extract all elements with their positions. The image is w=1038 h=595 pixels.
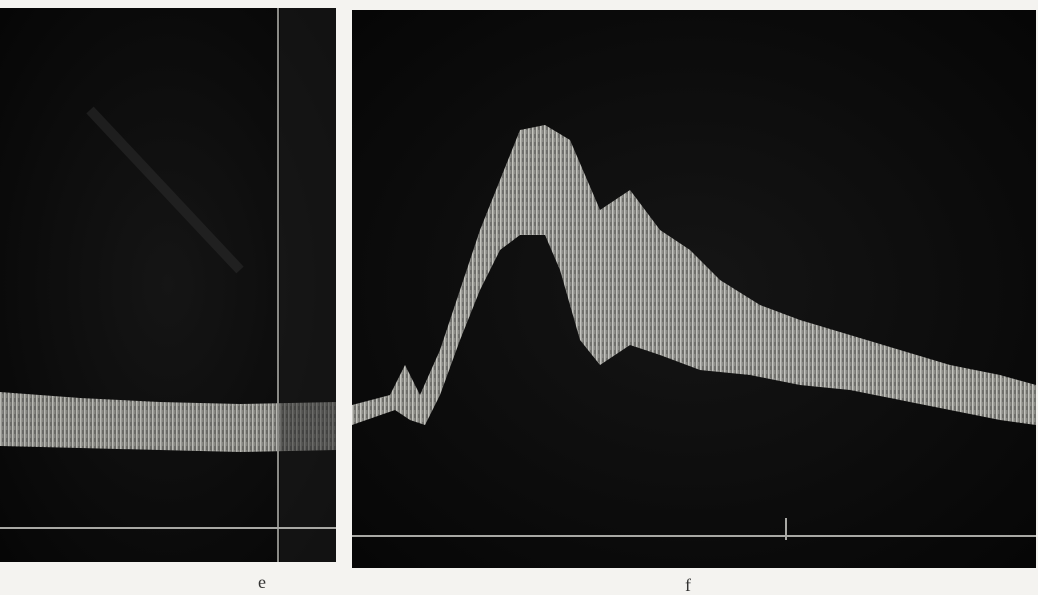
panel-label: f [685,575,691,595]
figure: e f [0,0,1038,595]
panel-strip [280,8,336,562]
panel-f: f [352,10,1036,595]
panel-e: e [0,8,336,592]
panel-label: e [258,572,266,592]
